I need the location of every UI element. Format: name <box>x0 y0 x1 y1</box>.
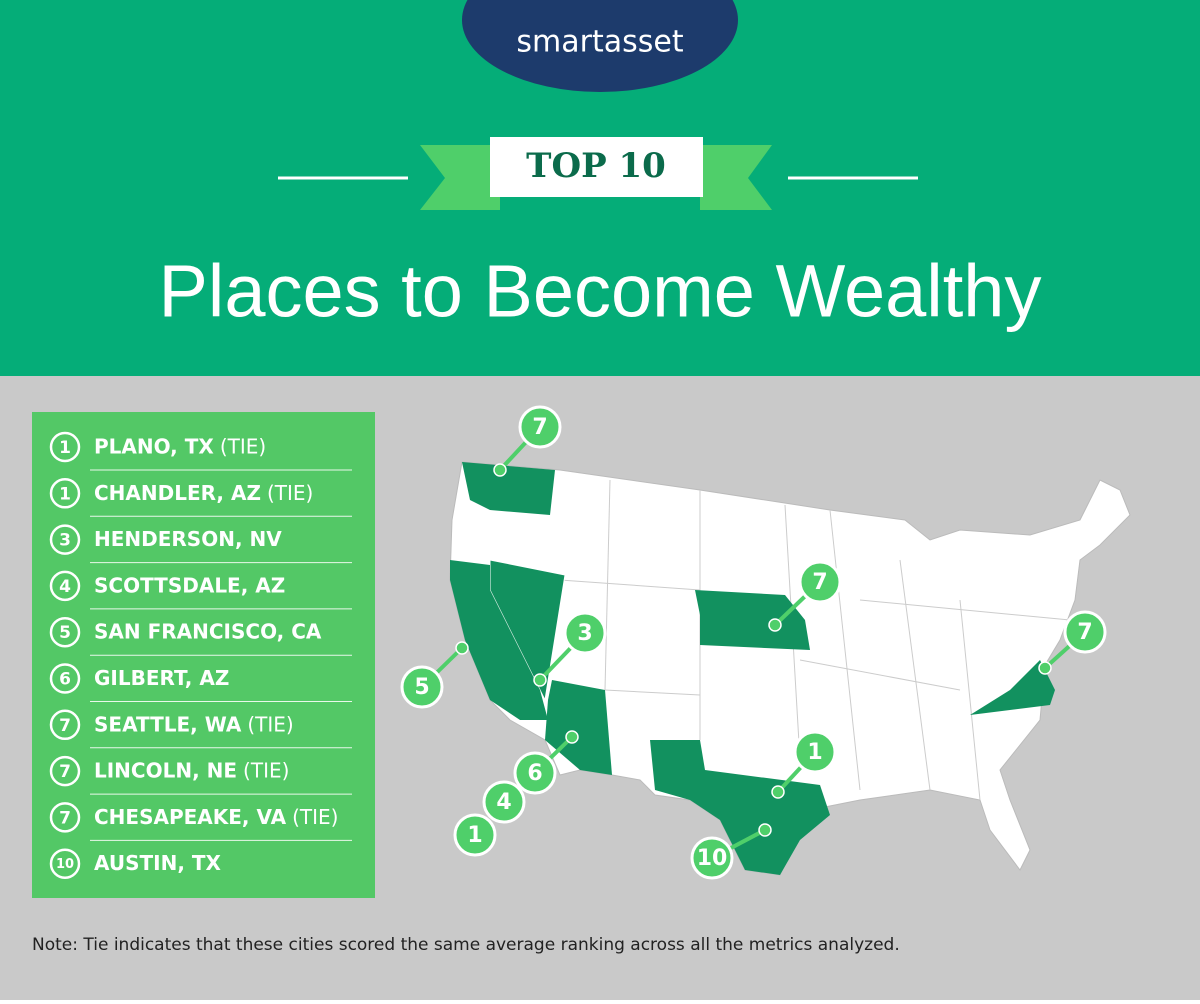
marker-label: 7 <box>532 415 547 440</box>
banner-box <box>490 137 703 197</box>
marker-badge <box>563 611 607 655</box>
marker-label: 4 <box>496 790 511 815</box>
rank: 7 <box>59 762 71 782</box>
marker-label: 5 <box>414 675 429 700</box>
marker-label: 6 <box>527 761 542 786</box>
title: Places to Become Wealthy <box>159 250 1042 333</box>
rank: 6 <box>59 670 71 690</box>
rank-circle <box>49 663 81 694</box>
tie-tag: (TIE) <box>267 481 313 505</box>
marker-label: 10 <box>697 846 728 871</box>
city: GILBERT, AZ <box>94 666 229 690</box>
marker-label: 1 <box>467 823 482 848</box>
banner: TOP 10 <box>526 146 666 186</box>
marker-label: 7 <box>812 570 827 595</box>
rank-circle <box>49 802 81 833</box>
brand: smartasset <box>516 25 683 60</box>
marker-dot <box>493 463 507 477</box>
city: HENDERSON, NV <box>94 527 282 551</box>
rank-circle <box>49 570 81 602</box>
city: LINCOLN, NE <box>94 759 237 783</box>
marker-badge <box>482 780 526 824</box>
city: PLANO, TX <box>94 435 214 459</box>
us-outline <box>449 461 1131 876</box>
city: SCOTTSDALE, AZ <box>94 573 285 597</box>
tie-tag: (TIE) <box>292 805 338 829</box>
rank: 3 <box>59 531 71 551</box>
tie-tag: (TIE) <box>247 712 293 736</box>
rank-circle <box>49 755 81 787</box>
city: SAN FRANCISCO, CA <box>94 620 322 644</box>
rank: 5 <box>59 623 71 643</box>
rank: 7 <box>59 716 71 736</box>
logo-badge <box>462 0 738 92</box>
rank-circle <box>49 616 81 648</box>
ribbon-tail <box>700 145 772 210</box>
state-borders <box>559 479 1071 801</box>
state-ca <box>450 560 548 720</box>
marker-badge <box>798 560 842 604</box>
marker-label: 1 <box>807 740 822 765</box>
state-va <box>970 660 1055 715</box>
ribbon-tail <box>420 145 500 210</box>
rank-circle <box>49 524 81 555</box>
city: AUSTIN, TX <box>94 851 222 875</box>
marker-badge <box>453 813 497 857</box>
marker-dot <box>455 641 469 655</box>
marker-badge <box>513 751 557 795</box>
us-map <box>449 461 1131 876</box>
marker-dot <box>565 730 579 744</box>
city: CHANDLER, AZ <box>94 481 261 505</box>
rank-circle <box>49 431 81 463</box>
marker-badge <box>793 730 837 774</box>
state-wa <box>462 462 555 515</box>
rank: 1 <box>59 484 71 504</box>
tie-tag: (TIE) <box>220 435 266 459</box>
marker-badge <box>1063 610 1107 654</box>
marker-dot <box>1038 661 1052 675</box>
marker-dot <box>533 673 547 687</box>
rank-circle <box>49 848 81 879</box>
marker-label: 7 <box>1077 620 1092 645</box>
marker-badge <box>518 405 562 449</box>
state-tx <box>650 740 830 875</box>
rank: 7 <box>59 808 71 828</box>
state-ne <box>695 590 810 650</box>
note: Note: Tie indicates that these cities sc… <box>32 935 900 955</box>
city: CHESAPEAKE, VA <box>94 805 287 829</box>
rank: 10 <box>56 857 74 872</box>
marker-dot <box>771 785 785 799</box>
marker-label: 3 <box>577 621 592 646</box>
state-az <box>545 680 612 775</box>
marker-dot <box>758 823 772 837</box>
marker-dot <box>768 618 782 632</box>
tie-tag: (TIE) <box>243 759 289 783</box>
city: SEATTLE, WA <box>94 712 242 736</box>
ranking-list: 1 PLANO, TX (TIE)1 CHANDLER, AZ (TIE)3 HENDER… <box>49 431 352 879</box>
rank-circle <box>49 478 81 509</box>
rank: 4 <box>59 577 71 597</box>
marker-badge <box>400 665 444 709</box>
rank-circle <box>49 709 81 741</box>
rank: 1 <box>59 438 71 458</box>
marker-badge <box>690 836 734 880</box>
